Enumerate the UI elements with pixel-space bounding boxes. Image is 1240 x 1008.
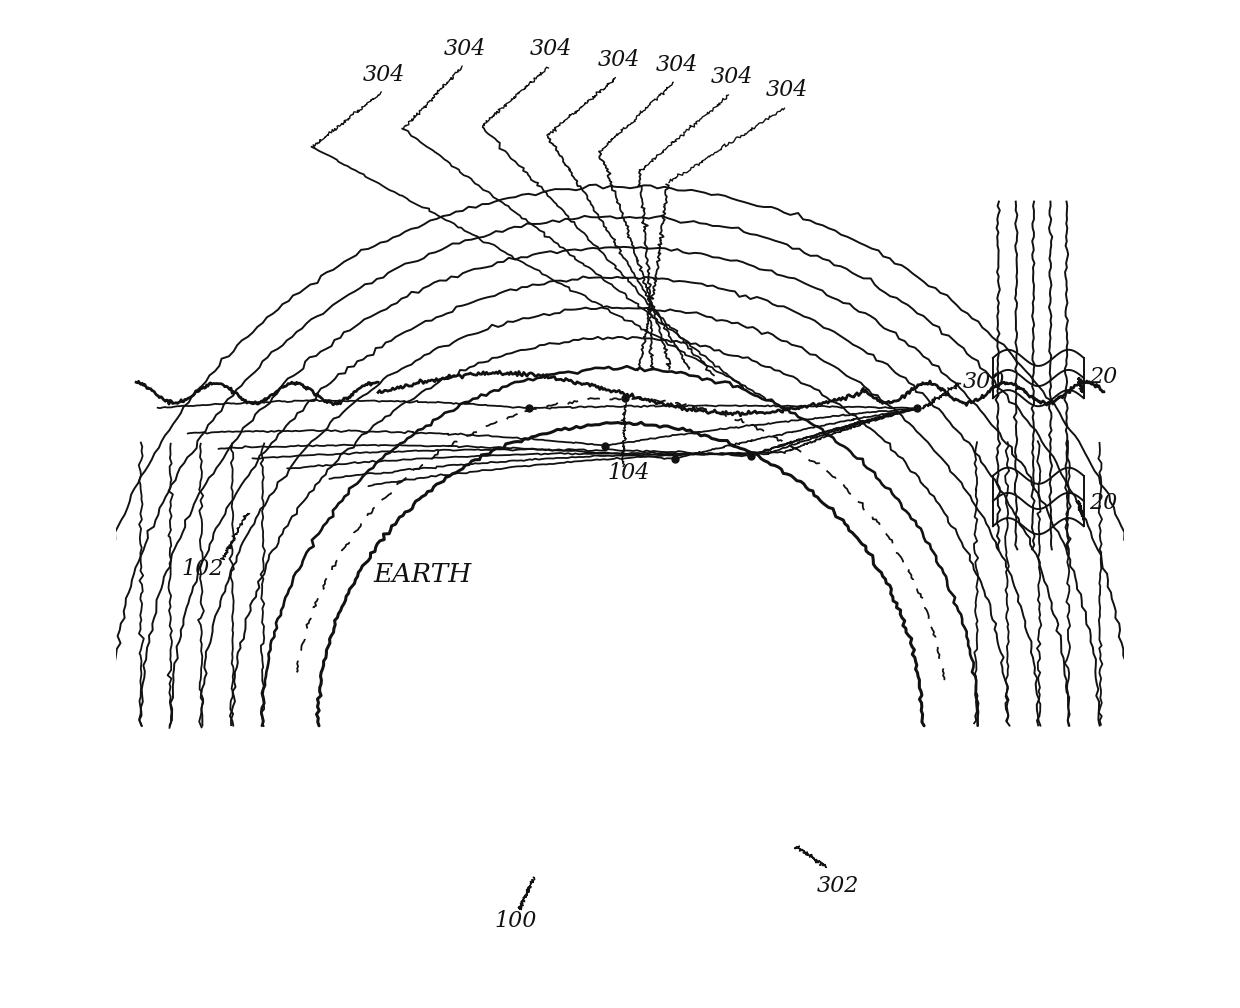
Text: 20: 20 xyxy=(1089,366,1117,388)
Text: 304: 304 xyxy=(529,38,572,60)
Text: 300: 300 xyxy=(962,371,1006,393)
Text: 100: 100 xyxy=(494,910,537,932)
Text: 102: 102 xyxy=(181,557,224,580)
Text: 104: 104 xyxy=(608,462,650,484)
Text: 302: 302 xyxy=(817,875,859,897)
Text: 304: 304 xyxy=(655,53,698,76)
Text: 304: 304 xyxy=(363,64,405,86)
Text: EARTH: EARTH xyxy=(373,562,471,587)
Text: 20: 20 xyxy=(1089,492,1117,514)
Text: 304: 304 xyxy=(444,38,486,60)
Text: 304: 304 xyxy=(598,48,640,71)
Text: 304: 304 xyxy=(766,79,808,101)
Text: 304: 304 xyxy=(711,66,753,88)
